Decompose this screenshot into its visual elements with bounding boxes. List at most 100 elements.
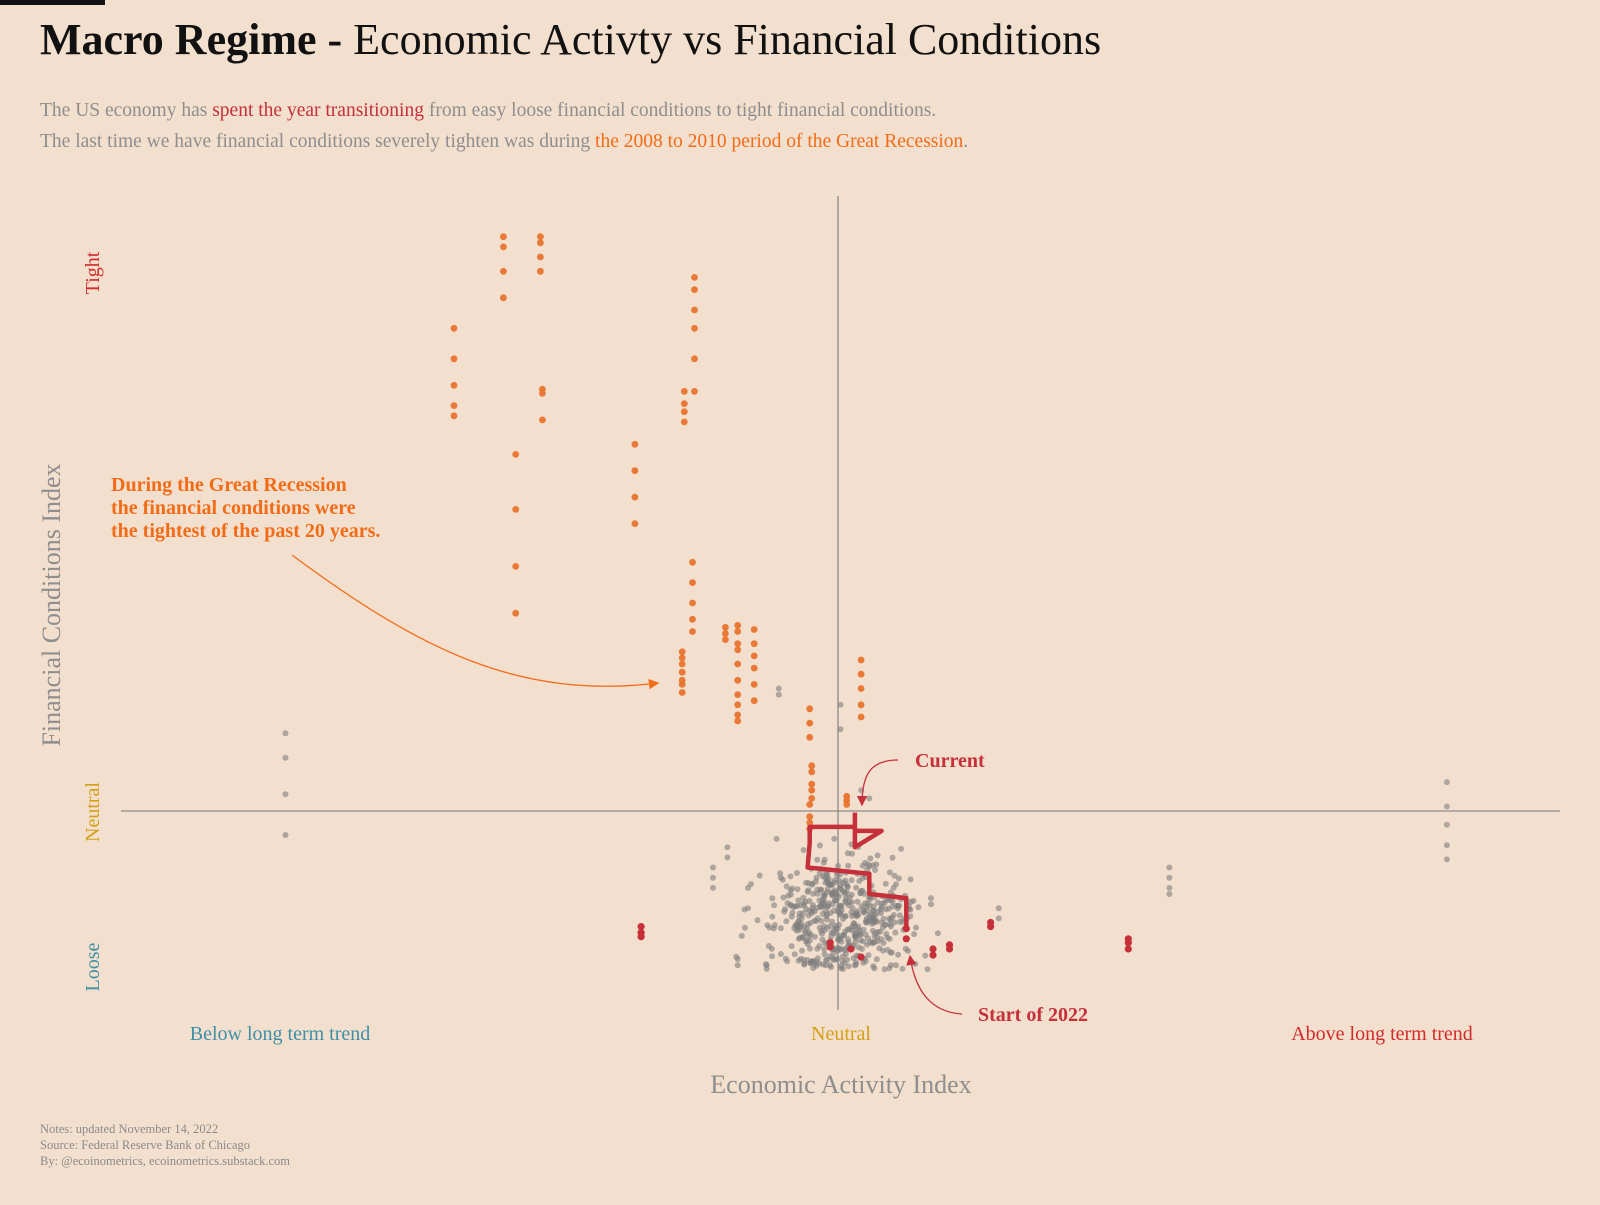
data-point-gray — [823, 889, 830, 896]
data-point-2022 — [826, 943, 834, 951]
data-point-gray — [881, 966, 888, 973]
data-point-recession — [450, 324, 458, 332]
data-point-gray — [1166, 884, 1173, 891]
data-point-gray — [880, 915, 887, 922]
data-point-gray — [837, 726, 844, 733]
data-point-gray — [874, 852, 881, 859]
data-point-gray — [871, 917, 878, 924]
data-point-gray — [775, 685, 782, 692]
data-point-gray — [816, 943, 823, 949]
data-point-gray — [787, 873, 794, 880]
data-point-recession — [843, 801, 851, 808]
data-point-gray — [742, 924, 748, 931]
data-point-recession — [691, 306, 698, 314]
subtitle-highlight-orange: the 2008 to 2010 period of the Great Rec… — [595, 131, 964, 152]
data-point-gray — [821, 951, 828, 958]
data-point-recession — [678, 648, 686, 656]
data-point-recession — [537, 267, 544, 275]
data-point-gray — [881, 921, 888, 928]
data-point-gray — [822, 879, 829, 886]
data-point-gray — [895, 875, 902, 882]
data-point-gray — [777, 874, 784, 881]
data-point-recession — [857, 701, 865, 709]
data-point-gray — [872, 867, 879, 873]
data-point-gray — [829, 918, 836, 925]
data-point-gray — [886, 869, 893, 876]
data-point-gray — [806, 898, 813, 904]
data-point-gray — [763, 961, 769, 968]
data-point-gray — [854, 898, 861, 905]
data-point-recession — [691, 274, 698, 281]
data-point-recession — [678, 681, 686, 688]
data-point-gray — [773, 835, 780, 842]
data-point-2022 — [929, 951, 937, 959]
data-point-recession — [678, 668, 686, 676]
data-point-gray — [724, 854, 731, 861]
data-point-2022 — [1124, 945, 1132, 953]
data-point-gray — [775, 691, 782, 698]
data-point-gray — [812, 878, 819, 885]
data-point-gray — [804, 941, 811, 948]
data-point-gray — [880, 947, 887, 954]
data-point-gray — [844, 926, 851, 933]
data-point-gray — [835, 936, 842, 943]
page-title: Macro Regime - Economic Activty vs Finan… — [40, 14, 1101, 65]
data-point-gray — [810, 890, 817, 897]
data-point-gray — [805, 912, 812, 919]
data-point-gray — [1443, 856, 1450, 863]
data-point-gray — [795, 897, 802, 904]
data-point-gray — [282, 832, 289, 838]
data-point-gray — [835, 863, 841, 869]
data-point-gray — [800, 910, 807, 917]
data-point-2022 — [987, 923, 995, 931]
data-point-gray — [769, 953, 776, 960]
data-point-gray — [857, 937, 864, 944]
data-point-gray — [804, 957, 811, 964]
data-point-gray — [811, 917, 818, 924]
data-point-gray — [824, 956, 831, 963]
data-point-gray — [807, 945, 813, 952]
data-point-gray — [862, 859, 869, 866]
data-point-gray — [734, 956, 741, 963]
data-point-recession — [450, 355, 458, 363]
data-point-gray — [811, 933, 818, 940]
data-point-2022 — [929, 945, 937, 953]
data-point-gray — [832, 922, 839, 929]
data-point-gray — [788, 943, 795, 950]
data-point-gray — [819, 936, 826, 943]
data-point-gray — [913, 924, 919, 931]
x-label-above-trend: Above long term trend — [1291, 1023, 1473, 1045]
data-point-recession — [806, 705, 814, 713]
data-point-gray — [780, 894, 787, 901]
data-point-recession — [734, 711, 742, 719]
data-point-gray — [865, 952, 872, 959]
annotation-current: Current — [915, 750, 985, 772]
data-point-recession — [857, 670, 865, 678]
data-point-recession — [689, 628, 696, 635]
data-point-recession — [512, 506, 520, 513]
data-point-recession — [450, 381, 458, 389]
data-point-gray — [856, 878, 863, 884]
data-point-recession — [500, 294, 507, 302]
data-point-gray — [878, 904, 885, 910]
data-point-recession — [857, 713, 865, 721]
data-point-gray — [837, 909, 844, 916]
data-point-recession — [631, 520, 639, 527]
data-point-gray — [745, 905, 751, 912]
data-point-gray — [886, 915, 893, 922]
data-point-gray — [907, 898, 914, 905]
notes-by: By: @ecoinometrics, ecoinometrics.substa… — [40, 1154, 290, 1168]
subtitle-line-2: The last time we have financial conditio… — [40, 131, 968, 153]
data-point-recession — [680, 418, 688, 426]
data-point-gray — [797, 934, 804, 941]
data-point-gray — [828, 929, 835, 936]
data-point-gray — [1443, 779, 1450, 786]
data-point-gray — [818, 904, 825, 911]
data-point-gray — [1166, 891, 1173, 897]
data-point-gray — [799, 947, 805, 954]
data-point-gray — [891, 872, 898, 879]
data-point-gray — [857, 890, 864, 896]
data-point-recession — [678, 689, 686, 696]
data-point-gray — [710, 874, 716, 881]
data-point-recession — [691, 355, 698, 363]
